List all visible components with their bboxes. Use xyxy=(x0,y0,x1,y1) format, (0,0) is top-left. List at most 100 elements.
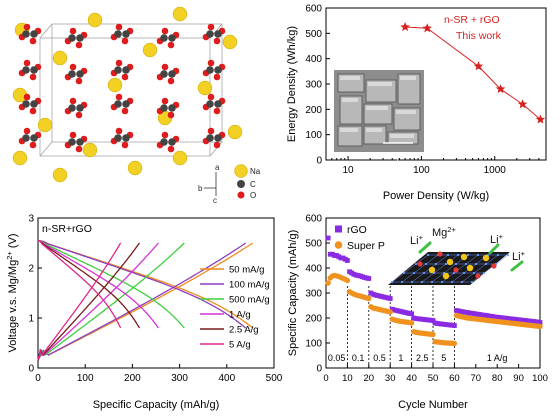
c-atom xyxy=(76,138,84,146)
c-atom xyxy=(214,66,222,74)
na-atom xyxy=(87,12,103,28)
ragone-x-tick-label: 100 xyxy=(413,165,430,176)
c-atom xyxy=(114,100,122,108)
o-atom xyxy=(207,59,215,67)
ragone-x-tick-label: 10 xyxy=(343,165,355,176)
rate-segment-label: 0.5 xyxy=(373,353,386,363)
voltage-x-tick-label: 100 xyxy=(77,373,94,384)
o-atom xyxy=(29,107,37,115)
o-atom xyxy=(29,73,37,81)
rate-point-super-p xyxy=(366,295,372,302)
voltage-x-axis-title: Specific Capacity (mAh/g) xyxy=(93,399,220,411)
oxygen-site xyxy=(491,263,497,269)
legend-na-label: Na xyxy=(250,167,261,176)
rate-legend-marker xyxy=(335,225,342,233)
o-atom xyxy=(207,93,215,101)
o-atom xyxy=(207,23,215,31)
sem-particle xyxy=(339,95,363,125)
c-atom xyxy=(68,34,76,42)
ragone-y-tick-label: 300 xyxy=(305,80,322,91)
ion-label-li-right: Li+ xyxy=(512,249,526,263)
voltage-discharge-curve xyxy=(37,239,159,329)
sem-scale-label: 1 μm xyxy=(390,152,408,161)
sem-particles xyxy=(337,73,421,147)
o-atom xyxy=(167,77,175,85)
rate-segment-label: 1 xyxy=(398,353,403,363)
o-atom xyxy=(213,37,221,45)
rate-y-tick-label: 400 xyxy=(305,264,322,275)
voltage-charge-curve xyxy=(37,242,141,361)
o-atom xyxy=(115,127,123,135)
legend-c-label: C xyxy=(250,180,256,189)
ragone-marks xyxy=(400,22,546,124)
voltage-panel-title: n-SR+rGO xyxy=(42,223,92,235)
na-atom xyxy=(37,117,53,133)
na-atom xyxy=(197,80,213,96)
c-atom xyxy=(76,34,84,42)
c-atom xyxy=(168,34,176,42)
o-atom xyxy=(69,97,77,105)
sem-particle-highlight xyxy=(400,76,416,80)
o-atom xyxy=(75,111,83,119)
ion-arrow-li-top xyxy=(488,243,500,255)
voltage-profile-panel: 0 1 2 3 0 100 200 300 400 500 50 mA/g 100 mA/g 500 … xyxy=(5,214,283,412)
na-atom xyxy=(12,150,28,166)
c-atom xyxy=(206,100,214,108)
ragone-point xyxy=(422,23,432,33)
voltage-discharge-curve xyxy=(37,239,122,329)
crystal-atoms xyxy=(12,6,243,183)
rate-x-tick-label: 0 xyxy=(323,373,328,384)
o-atom xyxy=(213,141,221,149)
lattice-bond xyxy=(433,263,447,274)
na-atom xyxy=(127,160,143,176)
c-atom xyxy=(68,70,76,78)
c-atom xyxy=(114,30,122,38)
rate-point-rgo xyxy=(537,320,543,325)
c-atom xyxy=(68,138,76,146)
c-atom xyxy=(68,104,76,112)
graphene-schematic: Mg2+ Li+ Li+ Li+ xyxy=(388,225,526,285)
intercalated-ion xyxy=(442,272,450,280)
voltage-axes: 0 1 2 3 0 100 200 300 400 500 xyxy=(28,214,282,385)
ragone-axes: 0 100 200 300 400 500 600 10 100 1000 xyxy=(305,4,547,176)
rate-point-super-p xyxy=(408,320,415,326)
o-atom xyxy=(213,107,221,115)
rate-x-tick-label: 90 xyxy=(513,373,524,384)
lattice-bond xyxy=(465,254,479,265)
voltage-legend-label: 2.5 A/g xyxy=(229,325,259,336)
o-atom xyxy=(75,41,83,49)
ragone-point xyxy=(517,99,528,109)
rate-segment-label: 2.5 xyxy=(416,353,429,363)
rate-x-axis-title: Cycle Number xyxy=(398,399,468,411)
voltage-curves xyxy=(37,239,254,361)
rate-segment-label: 0.1 xyxy=(352,353,365,363)
rate-point-rgo xyxy=(366,276,372,281)
c-atom xyxy=(160,138,168,146)
c-atom xyxy=(22,66,30,74)
o-atom xyxy=(29,37,37,45)
c-atom xyxy=(114,66,122,74)
o-atom xyxy=(23,127,31,135)
c-atom xyxy=(30,134,38,142)
rate-y-tick-label: 0 xyxy=(316,364,322,375)
o-atom xyxy=(121,37,129,45)
o-atom xyxy=(161,63,169,71)
rate-marks xyxy=(325,235,543,347)
c-atom xyxy=(214,100,222,108)
ion-arrow-li-right xyxy=(510,260,524,272)
voltage-discharge-curve xyxy=(37,239,185,329)
rate-point-rgo xyxy=(409,311,414,317)
oxygen-site xyxy=(417,261,423,267)
voltage-discharge-curve xyxy=(37,239,141,329)
rate-x-tick-label: 30 xyxy=(385,373,396,384)
lattice-bond xyxy=(485,254,499,265)
ragone-x-tick-label: 1000 xyxy=(484,165,507,176)
voltage-discharge-curve xyxy=(37,239,247,329)
voltage-x-tick-label: 300 xyxy=(171,373,188,384)
o-atom xyxy=(23,93,31,101)
legend-o-atom xyxy=(237,191,245,199)
voltage-x-tick-label: 400 xyxy=(218,373,235,384)
ragone-y-axis-title: Energy Density (Wh/kg) xyxy=(286,26,298,142)
rate-capability-panel: Mg2+ Li+ Li+ Li+ 0 100 200 300 400 500 600 0 10 2… xyxy=(287,214,548,412)
legend-o-label: O xyxy=(250,191,256,200)
